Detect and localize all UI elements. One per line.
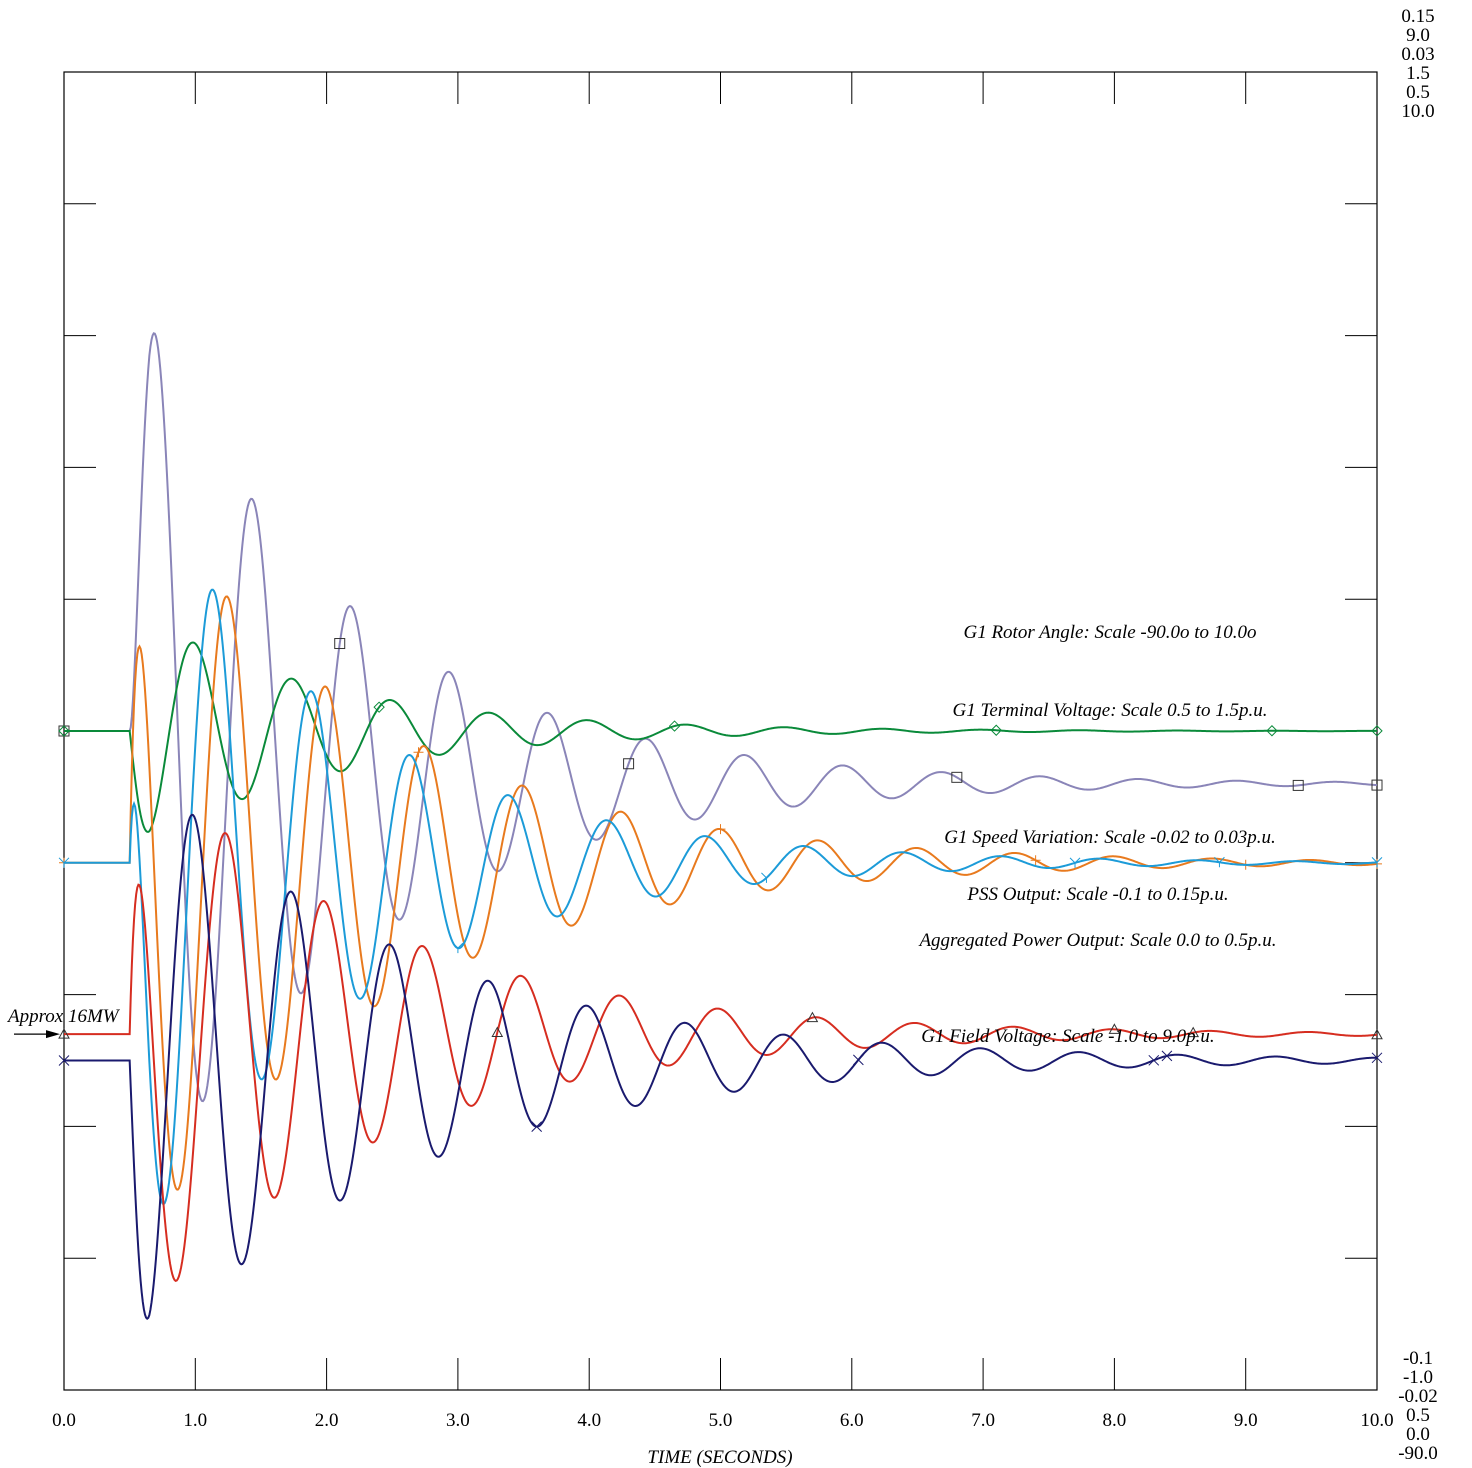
plus-marker <box>715 824 726 835</box>
x-tick-label: 7.0 <box>971 1410 995 1431</box>
x-axis-title: TIME (SECONDS) <box>647 1447 792 1468</box>
diamond-marker <box>1371 725 1383 737</box>
right-scale-bottom-label: 0.0 <box>1406 1424 1430 1445</box>
square-marker <box>1292 779 1304 791</box>
trace-label: G1 Field Voltage: Scale -1.0 to 9.0p.u. <box>921 1026 1214 1047</box>
diamond-marker <box>373 701 385 713</box>
x-tick-label: 4.0 <box>577 1410 601 1431</box>
y-marker <box>1214 856 1225 868</box>
trace-label: G1 Rotor Angle: Scale -90.0o to 10.0o <box>963 622 1256 643</box>
square-marker <box>951 771 963 783</box>
x-tick-label: 8.0 <box>1103 1410 1127 1431</box>
x-tick-label: 9.0 <box>1234 1410 1258 1431</box>
trace-line <box>64 332 1378 1103</box>
y-marker <box>1069 857 1081 868</box>
right-scale-top-label: 0.03 <box>1401 44 1434 65</box>
triangle-marker <box>1187 1026 1200 1038</box>
x-tick-label: 0.0 <box>52 1410 76 1431</box>
right-scale-bottom-label: -90.0 <box>1398 1443 1438 1464</box>
triangle-marker <box>58 1028 70 1039</box>
x-tick-label: 1.0 <box>183 1410 207 1431</box>
trace-label: G1 Speed Variation: Scale -0.02 to 0.03p… <box>944 827 1275 848</box>
x-marker <box>853 1054 864 1066</box>
approx-16mw-annotation: Approx 16MW <box>6 1006 121 1039</box>
right-scale-bottom-label: -0.02 <box>1398 1386 1438 1407</box>
plus-marker <box>1030 855 1041 866</box>
x-marker <box>1161 1050 1173 1062</box>
trace-label: Aggregated Power Output: Scale 0.0 to 0.… <box>917 930 1276 951</box>
x-tick-label: 3.0 <box>446 1410 470 1431</box>
triangle-marker <box>1108 1023 1121 1034</box>
traces <box>58 332 1383 1320</box>
x-marker <box>531 1121 543 1133</box>
square-marker <box>623 758 635 770</box>
right-scale-bottom-label: -0.1 <box>1403 1348 1433 1369</box>
trace-label: PSS Output: Scale -0.1 to 0.15p.u. <box>966 884 1228 905</box>
right-scale-top-label: 0.5 <box>1406 82 1430 103</box>
y-marker <box>1371 857 1383 868</box>
y-marker <box>761 872 772 883</box>
trace-line <box>64 813 1378 1320</box>
x-marker <box>1371 1052 1383 1064</box>
x-marker <box>58 1055 70 1066</box>
trace-label: G1 Terminal Voltage: Scale 0.5 to 1.5p.u… <box>953 700 1268 721</box>
trace-labels: G1 Rotor Angle: Scale -90.0o to 10.0o G1 … <box>917 622 1276 1047</box>
y-marker <box>58 857 70 868</box>
diamond-marker <box>990 724 1002 736</box>
right-scale-top-label: 9.0 <box>1406 25 1430 46</box>
right-scale-bottom-label: -1.0 <box>1403 1367 1433 1388</box>
triangle-marker <box>806 1011 819 1023</box>
diamond-marker <box>58 725 70 737</box>
annotation-label: Approx 16MW <box>6 1006 121 1027</box>
right-scale-labels: 0.159.00.031.50.510.0-0.1-1.0-0.020.50.0… <box>1398 6 1438 1464</box>
y-marker <box>452 942 464 954</box>
right-scale-top-label: 0.15 <box>1401 6 1434 27</box>
trace-line <box>64 831 1378 1282</box>
right-scale-bottom-label: 0.5 <box>1406 1405 1430 1426</box>
x-tick-label: 6.0 <box>840 1410 864 1431</box>
x-tick-label: 10.0 <box>1360 1410 1393 1431</box>
right-scale-top-label: 1.5 <box>1406 63 1430 84</box>
annotation-arrow-head <box>46 1030 60 1039</box>
diamond-marker <box>668 720 681 732</box>
right-scale-top-label: 10.0 <box>1401 101 1434 122</box>
x-tick-label: 5.0 <box>709 1410 733 1431</box>
square-marker <box>334 638 346 650</box>
x-tick-label: 2.0 <box>315 1410 339 1431</box>
trace-line <box>64 588 1378 1206</box>
trace-line <box>64 641 1377 833</box>
diamond-marker <box>1266 725 1278 737</box>
triangle-marker <box>491 1026 504 1038</box>
x-tick-labels: 0.0 1.0 2.0 3.0 4.0 5.0 6.0 7.0 8.0 9.0 10.0 <box>52 1410 1394 1431</box>
triangle-marker <box>1371 1028 1383 1040</box>
square-marker <box>1371 779 1383 791</box>
plus-marker <box>413 747 424 758</box>
x-marker <box>1148 1054 1160 1066</box>
